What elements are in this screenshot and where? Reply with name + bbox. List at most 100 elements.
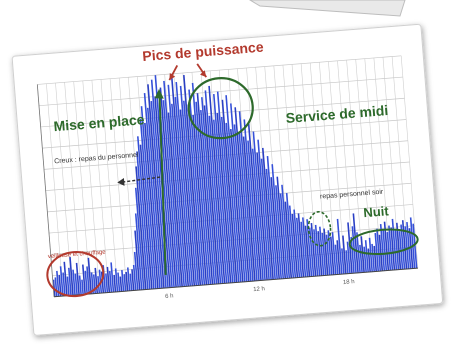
bar [225,122,240,283]
bar [75,262,80,295]
bar [394,229,400,270]
bar [342,235,347,274]
bar [175,81,194,286]
bar [87,257,92,294]
bar [293,209,301,278]
bar [106,266,111,293]
bar [179,85,198,286]
circle-night-left [46,251,105,298]
bar [134,187,145,290]
bar [174,97,192,287]
bar [121,270,125,292]
bar [378,234,384,272]
bar [404,226,410,269]
chart: 6 h12 h18 h Pics de puissance Mise en pl… [36,39,419,300]
bar [126,267,131,291]
bar [317,231,323,276]
bar [261,147,274,280]
bar [139,118,155,289]
x-axis [53,267,418,298]
bar [376,228,382,272]
bar [281,184,291,279]
bar [291,213,299,278]
grid-line-h [37,55,402,85]
bar [233,124,248,282]
bar [334,244,339,275]
bar [396,222,402,270]
bar [212,119,228,284]
bar [143,93,161,289]
circle-night [348,228,419,256]
bar [325,234,331,276]
bar [74,273,78,296]
bar [256,152,268,281]
bar [179,109,196,286]
bar [341,248,345,275]
bar [216,112,232,283]
bar [200,109,216,285]
bar [167,112,183,287]
bar [279,193,289,279]
bar [252,131,266,281]
bar [319,226,325,276]
bar [379,224,386,271]
bar [167,84,185,287]
bar [382,230,388,271]
bar [308,227,315,277]
bar [327,230,333,275]
bar [114,268,119,292]
bar [132,264,137,291]
bar [213,93,230,284]
bar [125,271,129,292]
arrow-setup-head [154,88,164,99]
bar [350,237,355,274]
bar [134,213,143,290]
bar [139,144,153,290]
bar [302,217,309,277]
label-night-left: veilleuse et chauffage [48,250,107,261]
arrow-staff-meal-head [117,177,125,186]
bar [225,95,242,283]
bar [346,241,351,274]
bar [63,261,68,296]
bar [100,271,105,293]
background-sheet [249,0,406,17]
bar [288,205,297,278]
bar [323,228,329,276]
bar [133,251,139,291]
bar [238,111,254,282]
bar [117,272,121,292]
bar [374,232,380,272]
bar [68,267,72,296]
bar [216,91,234,283]
bar [265,168,276,280]
bar [72,269,76,296]
bar [295,217,303,278]
bar [321,232,327,276]
bar [390,227,396,271]
bar [119,276,123,292]
bar [391,218,398,270]
bar [159,87,177,288]
bar [285,192,295,279]
bar [230,103,246,282]
bar [56,270,60,297]
bar [247,123,262,281]
bar [191,82,210,285]
bar [208,115,224,284]
bar [221,99,238,283]
bar [137,136,151,290]
bar [147,84,165,289]
bar [171,103,188,287]
bar [123,274,127,292]
bar [229,128,244,282]
bar [364,240,369,273]
bar [371,243,376,272]
bar [208,85,226,284]
bar [304,225,311,277]
bar [90,272,95,294]
bar [345,250,349,274]
bar [314,224,321,276]
label-night: Nuit [363,203,390,220]
